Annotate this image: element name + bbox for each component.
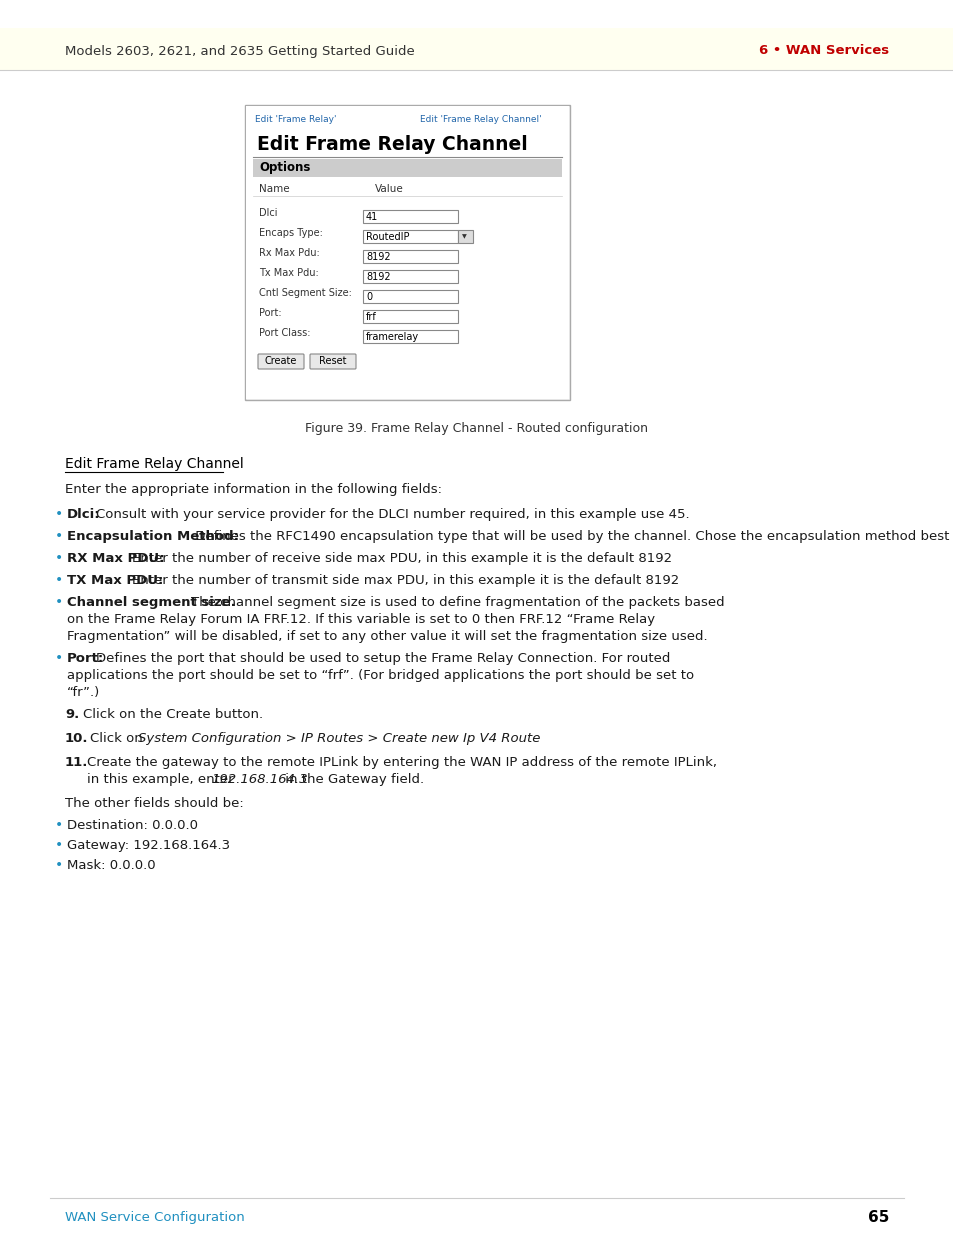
Text: Defines the RFC1490 encapsulation type that will be used by the channel. Chose t: Defines the RFC1490 encapsulation type t… xyxy=(191,530,953,543)
Bar xyxy=(363,270,457,283)
Text: 9.: 9. xyxy=(65,708,79,721)
Text: •: • xyxy=(55,573,63,587)
Text: Enter the appropriate information in the following fields:: Enter the appropriate information in the… xyxy=(65,483,441,496)
Text: 11.: 11. xyxy=(65,756,89,769)
Text: Port Class:: Port Class: xyxy=(258,329,310,338)
Text: Edit Frame Relay Channel: Edit Frame Relay Channel xyxy=(65,457,244,471)
Text: Enter the number of transmit side max PDU, in this example it is the default 819: Enter the number of transmit side max PD… xyxy=(132,574,679,587)
Text: •: • xyxy=(55,858,63,872)
Text: Port:: Port: xyxy=(67,652,104,664)
Text: applications the port should be set to “frf”. (For bridged applications the port: applications the port should be set to “… xyxy=(67,669,694,682)
Text: framerelay: framerelay xyxy=(366,331,418,342)
Text: •: • xyxy=(55,595,63,609)
Bar xyxy=(363,330,457,343)
Text: Rx Max Pdu:: Rx Max Pdu: xyxy=(258,248,319,258)
Bar xyxy=(363,290,457,303)
Text: Fragmentation” will be disabled, if set to any other value it will set the fragm: Fragmentation” will be disabled, if set … xyxy=(67,630,707,643)
Bar xyxy=(363,230,457,243)
Text: Port:: Port: xyxy=(258,308,281,317)
Text: Options: Options xyxy=(258,162,310,174)
Bar xyxy=(363,310,457,324)
Text: Tx Max Pdu:: Tx Max Pdu: xyxy=(258,268,318,278)
Text: Name: Name xyxy=(258,184,290,194)
Text: in this example, enter: in this example, enter xyxy=(87,773,237,785)
Text: •: • xyxy=(55,529,63,543)
Text: “fr”.): “fr”.) xyxy=(67,685,100,699)
Text: Click on the Create button.: Click on the Create button. xyxy=(83,708,263,721)
Text: 0: 0 xyxy=(366,291,372,301)
Text: Value: Value xyxy=(375,184,403,194)
Bar xyxy=(457,230,473,243)
Text: Reset: Reset xyxy=(319,357,346,367)
Text: Dlci: Dlci xyxy=(258,207,277,219)
Text: Cntl Segment Size:: Cntl Segment Size: xyxy=(258,288,352,298)
Text: Edit 'Frame Relay': Edit 'Frame Relay' xyxy=(254,115,336,124)
Text: Consult with your service provider for the DLCI number required, in this example: Consult with your service provider for t… xyxy=(96,508,689,521)
Text: RoutedIP: RoutedIP xyxy=(366,231,409,242)
Text: •: • xyxy=(55,839,63,852)
Text: frf: frf xyxy=(366,311,376,321)
Text: •: • xyxy=(55,651,63,664)
Text: 10.: 10. xyxy=(65,732,89,745)
Bar xyxy=(0,28,953,70)
Text: Enter the number of receive side max PDU, in this example it is the default 8192: Enter the number of receive side max PDU… xyxy=(132,552,671,564)
Text: Models 2603, 2621, and 2635 Getting Started Guide: Models 2603, 2621, and 2635 Getting Star… xyxy=(65,44,415,58)
Bar xyxy=(246,106,568,399)
Bar xyxy=(363,210,457,224)
Text: Mask: 0.0.0.0: Mask: 0.0.0.0 xyxy=(67,860,155,872)
Text: ▼: ▼ xyxy=(461,233,466,240)
Text: 65: 65 xyxy=(866,1210,888,1225)
Text: •: • xyxy=(55,508,63,521)
Text: Create: Create xyxy=(265,357,297,367)
Text: 6 • WAN Services: 6 • WAN Services xyxy=(758,44,888,58)
Text: •: • xyxy=(55,551,63,564)
Text: TX Max PDU:: TX Max PDU: xyxy=(67,574,163,587)
Text: The channel segment size is used to define fragmentation of the packets based: The channel segment size is used to defi… xyxy=(191,597,723,609)
Text: The other fields should be:: The other fields should be: xyxy=(65,797,244,810)
Text: RX Max PDU:: RX Max PDU: xyxy=(67,552,164,564)
Text: on the Frame Relay Forum IA FRF.12. If this variable is set to 0 then FRF.12 “Fr: on the Frame Relay Forum IA FRF.12. If t… xyxy=(67,613,655,626)
Text: in the Gateway field.: in the Gateway field. xyxy=(281,773,424,785)
Text: 41: 41 xyxy=(366,211,377,221)
FancyBboxPatch shape xyxy=(310,354,355,369)
Text: Destination: 0.0.0.0: Destination: 0.0.0.0 xyxy=(67,819,198,832)
Text: Channel segment size.: Channel segment size. xyxy=(67,597,235,609)
Bar xyxy=(253,159,561,177)
Text: Encaps Type:: Encaps Type: xyxy=(258,228,322,238)
Text: WAN Service Configuration: WAN Service Configuration xyxy=(65,1212,245,1224)
Bar xyxy=(363,249,457,263)
Text: System Configuration > IP Routes > Create new Ip V4 Route: System Configuration > IP Routes > Creat… xyxy=(138,732,540,745)
Text: Figure 39. Frame Relay Channel - Routed configuration: Figure 39. Frame Relay Channel - Routed … xyxy=(305,422,648,435)
Text: Dlci:: Dlci: xyxy=(67,508,100,521)
Text: 8192: 8192 xyxy=(366,272,390,282)
Text: Encapsulation Method:: Encapsulation Method: xyxy=(67,530,239,543)
Text: 8192: 8192 xyxy=(366,252,390,262)
Text: •: • xyxy=(55,818,63,832)
FancyBboxPatch shape xyxy=(257,354,304,369)
Text: Edit Frame Relay Channel: Edit Frame Relay Channel xyxy=(256,136,527,154)
Text: Click on: Click on xyxy=(90,732,147,745)
Text: Create the gateway to the remote IPLink by entering the WAN IP address of the re: Create the gateway to the remote IPLink … xyxy=(87,756,717,769)
Text: Edit 'Frame Relay Channel': Edit 'Frame Relay Channel' xyxy=(419,115,541,124)
Text: Gateway: 192.168.164.3: Gateway: 192.168.164.3 xyxy=(67,839,230,852)
Text: Defines the port that should be used to setup the Frame Relay Connection. For ro: Defines the port that should be used to … xyxy=(96,652,670,664)
Bar xyxy=(245,105,569,400)
Text: 192.168.164.3: 192.168.164.3 xyxy=(211,773,308,785)
